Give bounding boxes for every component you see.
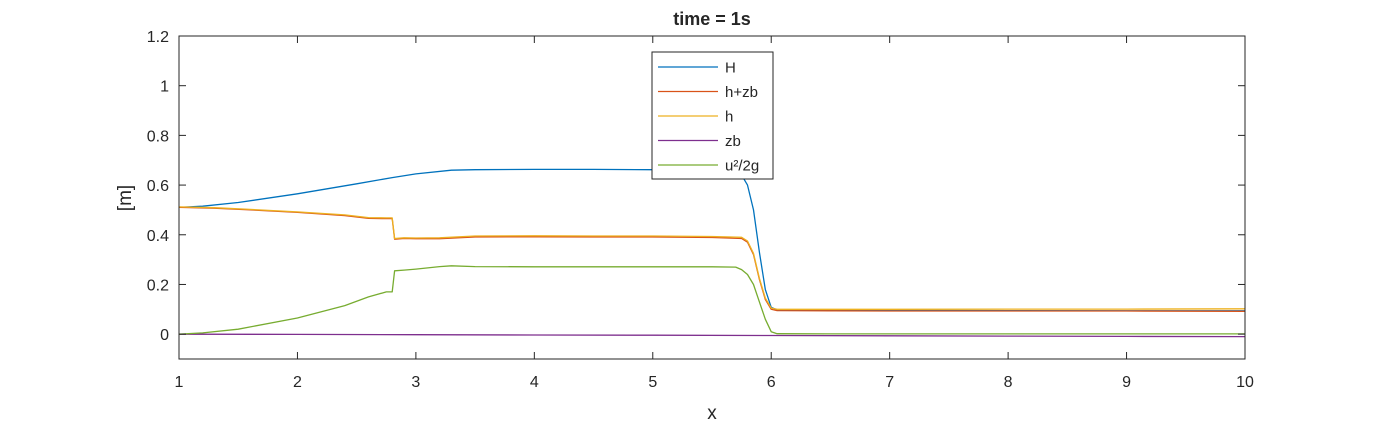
x-tick-label: 10 <box>1236 374 1254 391</box>
y-tick-label: 1 <box>160 79 169 96</box>
legend-label: zb <box>725 133 741 150</box>
y-axis-label: [m] <box>115 185 136 211</box>
legend-label: h <box>725 109 733 126</box>
series-line-4 <box>178 333 1246 338</box>
x-tick-label: 7 <box>885 374 894 391</box>
series-line-3 <box>178 206 1246 310</box>
y-tick-label: 0.2 <box>147 277 169 294</box>
x-axis: 1 2 3 4 5 6 7 8 9 10 <box>175 36 1254 391</box>
x-tick-label: 3 <box>411 374 420 391</box>
x-axis-label: x <box>707 403 717 424</box>
legend-label: h+zb <box>725 84 758 101</box>
y-tick-label: 0.4 <box>147 228 169 245</box>
x-tick-label: 6 <box>767 374 776 391</box>
axes-box <box>178 35 1246 360</box>
legend-label: H <box>725 60 736 77</box>
chart-title: time = 1s <box>673 9 751 29</box>
series-line-5 <box>178 265 1245 335</box>
y-tick-label: 0.8 <box>147 128 169 145</box>
series-group <box>178 168 1246 338</box>
legend: Hh+zb h zb u²/2g <box>651 51 774 180</box>
series-line-2 <box>178 206 1246 312</box>
x-tick-label: 1 <box>175 374 184 391</box>
x-tick-label: 4 <box>530 374 539 391</box>
y-tick-label: 0.6 <box>147 178 169 195</box>
y-tick-label: 0 <box>160 327 169 344</box>
y-axis: 0 0.2 0.4 0.6 0.8 1 1.2 <box>147 29 1245 344</box>
x-tick-label: 5 <box>648 374 657 391</box>
y-tick-label: 1.2 <box>147 29 169 46</box>
x-tick-label: 8 <box>1004 374 1013 391</box>
x-tick-label: 2 <box>293 374 302 391</box>
legend-label: u²/2g <box>725 158 759 175</box>
x-tick-label: 9 <box>1122 374 1131 391</box>
